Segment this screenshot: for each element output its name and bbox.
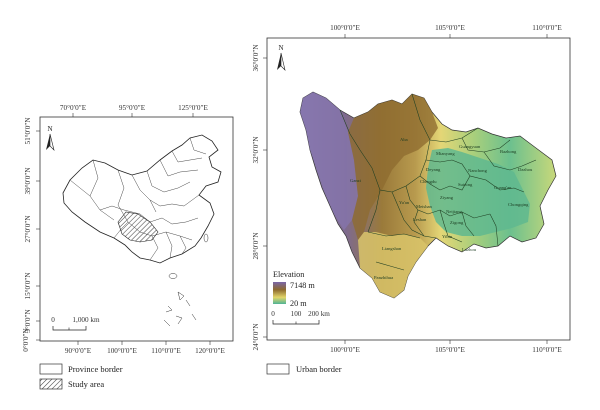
elevation-legend: Elevation 7148 m 20 m [273, 270, 315, 308]
china-top-tick-2: 95°0′0″E [119, 104, 146, 112]
china-scale-bar: 0 1,000 km [51, 316, 100, 331]
study-left-tick-3: 28°0′0″N [252, 232, 260, 260]
plateau-brown [348, 94, 438, 240]
urban-borders [339, 93, 537, 271]
study-north-label: N [278, 44, 283, 52]
china-left-tick-4: 15°0′0″N [24, 272, 32, 300]
city-label-leshan: Leshan [413, 217, 427, 222]
urban-border-label: Urban border [296, 364, 342, 374]
study-left-tick-2: 32°0′0″N [252, 136, 260, 164]
map-legend: Province border Study area Urban border [39, 363, 342, 390]
study-top-tick-1: 100°0′0″E [330, 24, 360, 32]
city-label-panzhihua: Panzhihua [374, 275, 393, 280]
elevation-legend-high: 7148 m [290, 281, 315, 290]
study-top-tick-2: 105°0′0″E [435, 24, 465, 32]
city-label-deyang: Deyang [426, 167, 441, 172]
city-label-ganzi: Ganzi [350, 178, 362, 183]
china-north-label: N [47, 125, 52, 133]
study-scale-0: 0 [271, 310, 275, 318]
study-left-ticks [263, 57, 267, 338]
china-top-ticks [72, 113, 194, 117]
plateau-purple [300, 92, 358, 230]
city-label-chengdu: Chengdu [420, 179, 437, 184]
study-bottom-tick-3: 110°0′0″E [532, 346, 562, 354]
southwest-upland [358, 232, 428, 298]
elevation-color-ramp [273, 282, 286, 304]
study-scale-100: 100 [291, 310, 302, 318]
china-left-ticks [36, 130, 40, 341]
china-left-tick-1: 51°0′0″N [24, 117, 32, 145]
study-north-arrow-icon: N [277, 44, 286, 71]
china-top-tick-3: 125°0′0″E [178, 104, 208, 112]
study-area-label: Study area [68, 379, 104, 389]
china-scale-zero: 0 [51, 316, 55, 324]
china-north-arrow-icon: N [46, 125, 55, 151]
study-area-swatch [39, 378, 63, 390]
elevation-legend-title: Elevation [273, 270, 304, 279]
china-left-tick-2: 39°0′0″N [24, 167, 32, 195]
basin-green [426, 148, 530, 236]
study-bottom-tick-2: 105°0′0″E [435, 346, 465, 354]
study-bottom-tick-1: 100°0′0″E [330, 346, 360, 354]
study-bottom-ticks [344, 340, 548, 344]
urban-border-swatch [266, 363, 290, 375]
china-bottom-tick-2: 100°0′0″E [107, 347, 137, 355]
study-top-tick-3: 110°0′0″E [532, 24, 562, 32]
city-label-ziyang: Ziyang [440, 195, 454, 200]
study-left-tick-4: 24°0′0″N [252, 323, 260, 351]
city-label-aba: Aba [400, 137, 408, 142]
china-bottom-tick-1: 90°0′0″E [65, 347, 92, 355]
china-bottom-tick-3: 110°0′0″E [151, 347, 181, 355]
elevation-legend-low: 20 m [290, 299, 307, 308]
study-scale-200: 200 km [308, 310, 330, 318]
study-area-map: 100°0′0″E 105°0′0″E 110°0′0″E 100°0′0″E … [252, 24, 571, 354]
china-bottom-tick-4: 120°0′0″E [195, 347, 225, 355]
city-label-guangan: Guang'an [494, 185, 512, 190]
city-label-chongqing: Chongqing [508, 202, 529, 207]
city-label-nanchong: Nanchong [468, 168, 488, 173]
province-border-label: Province border [68, 364, 123, 374]
city-label-meishan: Meishan [416, 204, 433, 209]
city-label-bazhong: Bazhong [500, 149, 517, 154]
china-left-tick-6: 0°0′0″N [22, 327, 30, 351]
city-label-yaan: Ya'an [399, 200, 410, 205]
study-scale-bar: 0 100 200 km [271, 310, 330, 325]
city-label-liangshan: Liangshan [382, 246, 402, 251]
city-label-zigong: Zigong [450, 220, 464, 225]
china-islands [163, 233, 209, 327]
city-label-dazhou: Dazhou [518, 167, 533, 172]
china-overview-map: 70°0′0″E 95°0′0″E 125°0′0″E 90°0′0″E 100… [22, 104, 234, 355]
province-border-swatch [39, 363, 63, 375]
study-area-hatched [117, 211, 159, 243]
city-label-luzhou: Luzhou [462, 247, 477, 252]
china-scale-end: 1,000 km [72, 316, 100, 324]
city-label-yibin: Yibin [442, 234, 453, 239]
china-left-tick-5: 3°0′0″N [24, 308, 32, 332]
city-label-guangyuan: Guangyuan [459, 144, 481, 149]
city-label-mianyang: Mianyang [436, 151, 455, 156]
study-top-ticks [344, 34, 548, 38]
china-top-tick-1: 70°0′0″E [60, 104, 87, 112]
china-left-tick-3: 27°0′0″N [24, 215, 32, 243]
city-label-suining: Suining [458, 182, 473, 187]
china-outline [62, 134, 222, 264]
china-bottom-ticks [77, 341, 211, 345]
city-label-neijiang: Neijiang [446, 209, 463, 214]
study-left-tick-1: 36°0′0″N [252, 44, 260, 72]
